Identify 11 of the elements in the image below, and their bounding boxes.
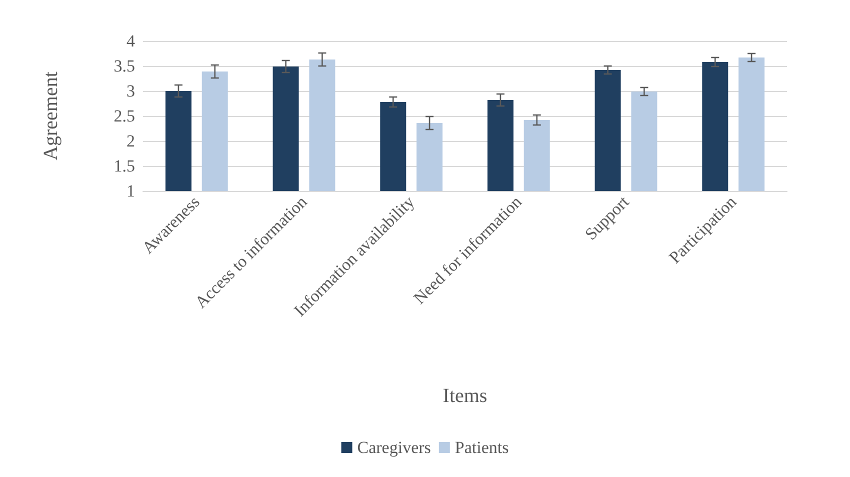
y-tick-label: 4 [126,32,136,50]
y-tick-label: 1 [126,182,135,200]
legend-label: Caregivers [357,438,431,457]
y-tick-label: 3.5 [114,56,135,76]
x-axis-title: Items [442,385,488,407]
y-tick-label: 2.5 [114,106,135,126]
y-tick-label: 1.5 [114,156,135,176]
legend-label: Patients [454,438,509,457]
y-tick-label: 3 [126,82,135,100]
y-tick-label: 2 [126,132,135,150]
y-axis-title: Agreement [40,71,62,160]
